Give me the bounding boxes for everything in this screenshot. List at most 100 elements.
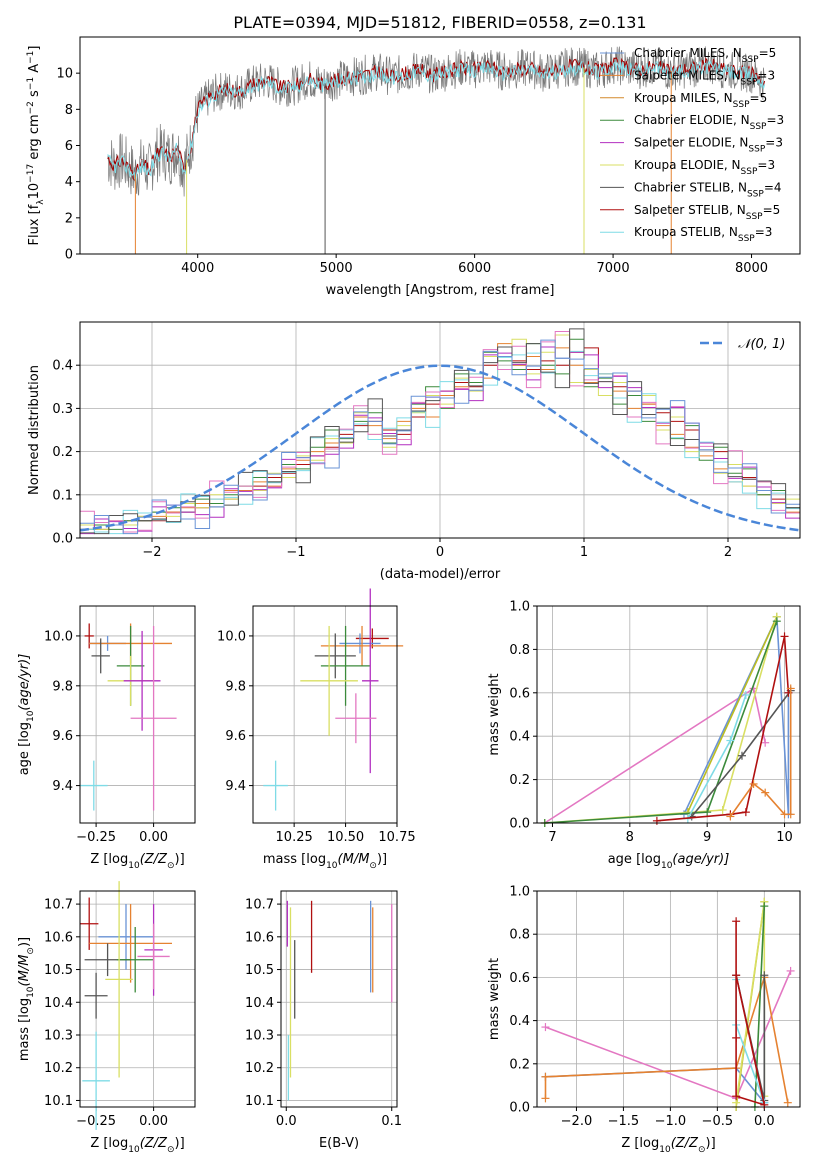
- x-tick-label: 5000: [320, 261, 353, 276]
- legend-label: Salpeter STELIB, N: [634, 203, 746, 217]
- y-tick-label: 0.1: [52, 488, 73, 503]
- observed-spectrum: [107, 46, 766, 197]
- legend-tail: =3: [755, 225, 773, 239]
- y-tick-label: 9.4: [52, 779, 73, 794]
- y-axis-label-part: )]: [17, 937, 32, 947]
- x-axis-label: age [log10(age/yr)]: [608, 852, 730, 871]
- legend-sub: SSP: [741, 77, 758, 87]
- axes-frame: [536, 605, 801, 824]
- legend-entry: 𝒩(0, 1): [738, 337, 785, 352]
- legend-entry: Salpeter MILES, NSSP=3: [634, 68, 775, 87]
- axes-frame: [280, 890, 398, 1108]
- y-axis-label-part: −1: [26, 77, 36, 90]
- x-tick-label: 2: [724, 545, 732, 560]
- legend-label: Kroupa STELIB, N: [634, 225, 738, 239]
- legend-tail: =4: [764, 180, 782, 194]
- x-axis-label-part: age [log: [608, 852, 661, 867]
- y-tick-label: 10.6: [245, 930, 274, 945]
- legend-label: Kroupa MILES, N: [634, 91, 733, 105]
- y-tick-label: 10.2: [245, 1061, 274, 1076]
- x-axis-label-part: Z [log: [621, 1136, 659, 1151]
- x-axis-label: E(B-V): [319, 1136, 359, 1151]
- age_vs_Z_errorbars-panel: −0.25 0.009.49.69.810.0Z [log10(Z/Z⊙)]age…: [17, 605, 196, 871]
- x-tick-label: 6000: [458, 261, 491, 276]
- residuals-panel: −2 −1 0 1 2 0.0 0.1 0.2 0.3 0.4 (data-model)/error…: [27, 321, 801, 582]
- legend-entry: Salpeter ELODIE, NSSP=3: [634, 136, 783, 155]
- x-tick-label: 8: [626, 830, 634, 845]
- y-tick-label: 0.4: [52, 359, 73, 374]
- x-tick-label: 7000: [597, 261, 630, 276]
- y-tick-label: 0.6: [509, 971, 530, 986]
- x-tick-label: 10.50: [327, 830, 364, 845]
- legend-label: Salpeter ELODIE, N: [634, 136, 748, 150]
- y-tick-label: 0: [65, 248, 73, 263]
- x-tick-label: −0.25: [76, 830, 116, 845]
- x-tick-label: 0.00: [139, 830, 168, 845]
- legend-entry: Kroupa ELODIE, NSSP=3: [634, 158, 775, 177]
- legend-tail: =5: [750, 91, 768, 105]
- axes-frame: [79, 890, 196, 1108]
- weight-series: [754, 906, 766, 1108]
- y-tick-label: 0.0: [509, 1101, 530, 1116]
- axes-frame: [79, 321, 801, 539]
- axes-frame: [79, 36, 801, 255]
- x-axis-label-part: ⊙: [167, 861, 175, 871]
- weight-series: [544, 687, 766, 824]
- x-axis-label: Z [log10(Z/Z⊙)]: [621, 1136, 715, 1155]
- x-axis-label-part: (Z/Z: [671, 1136, 699, 1151]
- figure-title: PLATE=0394, MJD=51812, FIBERID=0558, z=0…: [233, 13, 646, 32]
- weight-series: [729, 688, 792, 817]
- legend-sub: SSP: [746, 212, 763, 222]
- y-tick-label: 4: [65, 175, 73, 190]
- y-tick-label: 10.1: [245, 1094, 274, 1109]
- y-tick-label: 10.7: [44, 898, 73, 913]
- y-axis-label-part: A: [27, 64, 42, 77]
- x-axis-label-part: ⊙: [369, 861, 377, 871]
- y-tick-label: 0.4: [509, 1014, 530, 1029]
- x-axis-label-part: ⊙: [698, 1145, 706, 1155]
- y-axis-label-part: ⊙: [26, 947, 36, 955]
- legend-entry: Salpeter STELIB, NSSP=5: [634, 203, 780, 222]
- y-tick-label: 8: [65, 103, 73, 118]
- y-tick-label: 0.2: [509, 1057, 530, 1072]
- y-tick-label: 9.4: [225, 779, 246, 794]
- x-axis-label-part: )]: [706, 1136, 716, 1151]
- legend-tail: =3: [766, 113, 784, 127]
- y-tick-label: 10.1: [44, 1094, 73, 1109]
- legend-sub: SSP: [750, 122, 767, 132]
- y-tick-label: 10: [56, 67, 73, 82]
- x-tick-label: 0.0: [276, 1114, 297, 1129]
- legend-tail: =5: [759, 46, 777, 60]
- legend-tail: =3: [757, 158, 775, 172]
- y-tick-label: 10.5: [245, 963, 274, 978]
- massweight_vs_Z-panel: −2.0 −1.5 −1.0 −0.5 0.0 0.0 0.2 0.4 0.6 0.8 1.0 Z […: [487, 885, 801, 1155]
- x-axis-label-part: (M/M: [338, 852, 370, 867]
- legend-tail: =3: [765, 136, 783, 150]
- x-axis-label-part: (Z/Z: [140, 852, 168, 867]
- x-tick-label: 0: [436, 545, 444, 560]
- histogram-series: [80, 339, 800, 535]
- y-tick-label: 10.0: [217, 629, 246, 644]
- y-tick-label: 10.7: [245, 898, 274, 913]
- legend-tail: =3: [757, 68, 775, 82]
- y-tick-label: 6: [65, 139, 73, 154]
- legend-entry: Kroupa MILES, NSSP=5: [634, 91, 767, 110]
- weight-series: [544, 616, 778, 824]
- x-axis-label-part: Z [log: [90, 852, 128, 867]
- y-axis-label-part: −2: [26, 101, 36, 114]
- x-axis-label-part: 10: [326, 861, 338, 871]
- histograms: [80, 328, 800, 535]
- legend-label: Chabrier STELIB, N: [634, 180, 747, 194]
- y-tick-label: 9.8: [225, 679, 246, 694]
- x-axis-label-part: )]: [175, 852, 185, 867]
- legend-label: Kroupa ELODIE, N: [634, 158, 741, 172]
- y-tick-label: 10.4: [245, 996, 274, 1011]
- x-tick-label: −1: [286, 545, 305, 560]
- mass_vs_ebv_errorbars-panel: 0.0 0.1 10.1 10.2 10.3 10.4 10.5 10.6 10.7 E(B-V): [245, 890, 402, 1151]
- x-axis-label-part: 10: [661, 861, 673, 871]
- x-axis-label-part: (Z/Z: [140, 1136, 168, 1151]
- x-tick-label: 7: [548, 830, 556, 845]
- x-axis-label-part: )]: [377, 852, 387, 867]
